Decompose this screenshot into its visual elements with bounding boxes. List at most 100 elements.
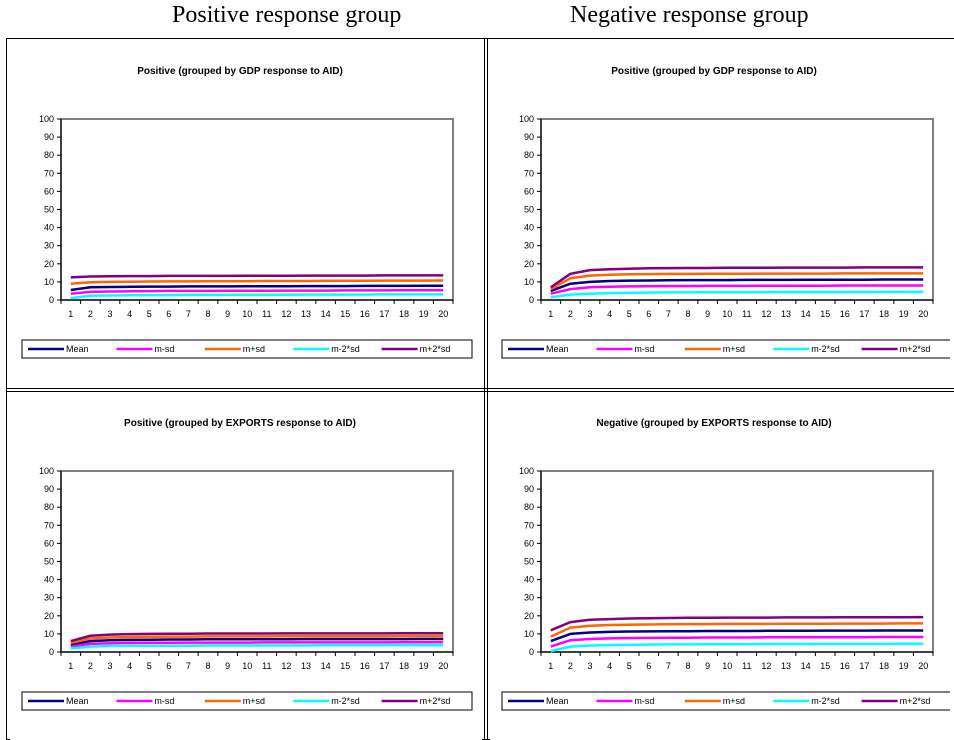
y-tick-label: 50 <box>524 557 534 567</box>
legend-label-mplussd: m+sd <box>723 344 745 354</box>
x-tick-label: 9 <box>225 309 230 319</box>
legend-label-m-sd: m-sd <box>634 696 654 706</box>
y-tick-label: 60 <box>44 538 54 548</box>
y-tick-label: 90 <box>524 132 534 142</box>
y-tick-label: 90 <box>524 484 534 494</box>
series-line-mplussd <box>550 622 924 638</box>
y-tick-label: 10 <box>524 629 534 639</box>
series-line-mplussd <box>70 279 444 285</box>
legend-label-mplussd: m+sd <box>243 696 265 706</box>
column-heading-negative: Negative response group <box>570 2 809 28</box>
x-tick-label: 19 <box>419 309 429 319</box>
legend-box <box>501 691 950 711</box>
legend-label-mean: Mean <box>66 696 89 706</box>
x-tick-label: 1 <box>68 661 73 671</box>
y-tick-label: 60 <box>524 186 534 196</box>
y-tick-label: 0 <box>49 647 54 657</box>
chart-panel-gdp-positive: Positive (grouped by GDP response to AID… <box>10 42 482 388</box>
x-tick-label: 6 <box>646 661 651 671</box>
y-tick-label: 20 <box>44 611 54 621</box>
y-tick-label: 100 <box>39 114 54 124</box>
y-tick-label: 50 <box>44 557 54 567</box>
x-tick-label: 1 <box>548 661 553 671</box>
y-tick-label: 0 <box>49 295 54 305</box>
x-tick-label: 7 <box>666 309 671 319</box>
legend-label-m-2xsd: m-2*sd <box>811 696 840 706</box>
chart-title: Positive (grouped by EXPORTS response to… <box>124 418 356 429</box>
series-line-mplussd <box>550 272 924 291</box>
series-line-mean <box>70 637 444 647</box>
x-tick-label: 9 <box>705 309 710 319</box>
x-tick-label: 8 <box>205 309 210 319</box>
x-tick-label: 17 <box>859 661 869 671</box>
series-line-mplus2xsd <box>550 266 924 289</box>
y-tick-label: 10 <box>44 629 54 639</box>
y-tick-label: 30 <box>44 593 54 603</box>
series-line-m-sd <box>550 284 924 295</box>
legend-label-mean: Mean <box>546 344 569 354</box>
x-tick-label: 17 <box>859 309 869 319</box>
x-tick-label: 18 <box>879 309 889 319</box>
series-line-m-2xsd <box>550 642 924 653</box>
x-tick-label: 16 <box>840 661 850 671</box>
series-line-mean <box>550 629 924 643</box>
chart-gdp-negative: Positive (grouped by GDP response to AID… <box>501 66 950 359</box>
y-tick-label: 80 <box>44 150 54 160</box>
legend-label-mean: Mean <box>546 696 569 706</box>
y-tick-label: 30 <box>524 241 534 251</box>
frame-center-line-b <box>487 38 488 740</box>
y-tick-label: 70 <box>44 168 54 178</box>
frame-top-line <box>6 38 954 39</box>
legend-box <box>21 691 473 711</box>
series-line-m-sd <box>550 635 924 648</box>
y-tick-label: 80 <box>44 502 54 512</box>
x-tick-label: 2 <box>88 309 93 319</box>
y-tick-label: 20 <box>524 611 534 621</box>
x-tick-label: 6 <box>646 309 651 319</box>
x-tick-label: 6 <box>166 309 171 319</box>
legend-label-m-2xsd: m-2*sd <box>331 696 360 706</box>
series-line-m-sd <box>70 640 444 648</box>
x-tick-label: 13 <box>781 309 791 319</box>
y-tick-label: 60 <box>524 538 534 548</box>
y-tick-label: 40 <box>524 223 534 233</box>
legend-label-mplussd: m+sd <box>243 344 265 354</box>
x-tick-label: 19 <box>419 661 429 671</box>
plot-area-border <box>60 118 454 301</box>
x-tick-label: 8 <box>205 661 210 671</box>
x-tick-label: 5 <box>627 309 632 319</box>
y-tick-label: 30 <box>44 241 54 251</box>
x-tick-label: 5 <box>627 661 632 671</box>
chart-panel-exports-positive: Positive (grouped by EXPORTS response to… <box>10 394 482 740</box>
x-tick-label: 6 <box>166 661 171 671</box>
x-tick-label: 3 <box>587 661 592 671</box>
x-tick-label: 13 <box>301 309 311 319</box>
x-tick-label: 20 <box>438 309 448 319</box>
y-tick-label: 80 <box>524 502 534 512</box>
x-tick-label: 15 <box>340 309 350 319</box>
x-tick-label: 2 <box>88 661 93 671</box>
frame-middle-line-a <box>6 388 954 389</box>
chart-exports-negative: Negative (grouped by EXPORTS response to… <box>501 418 950 711</box>
plot-area-border <box>60 470 454 653</box>
x-tick-label: 4 <box>607 309 612 319</box>
legend-label-mean: Mean <box>66 344 89 354</box>
legend-label-mplus2xsd: m+2*sd <box>420 696 451 706</box>
y-tick-label: 90 <box>44 132 54 142</box>
y-tick-label: 50 <box>524 205 534 215</box>
x-tick-label: 11 <box>262 661 271 671</box>
y-tick-label: 40 <box>524 575 534 585</box>
x-tick-label: 10 <box>242 661 252 671</box>
y-tick-label: 70 <box>44 520 54 530</box>
series-line-mplus2xsd <box>550 615 924 632</box>
x-tick-label: 15 <box>820 309 830 319</box>
series-line-mplus2xsd <box>70 274 444 279</box>
y-tick-label: 30 <box>524 593 534 603</box>
x-tick-label: 9 <box>705 661 710 671</box>
x-tick-label: 4 <box>127 661 132 671</box>
x-tick-label: 12 <box>761 661 771 671</box>
x-tick-label: 20 <box>438 661 448 671</box>
legend-label-mplus2xsd: m+2*sd <box>900 696 931 706</box>
series-line-mplussd <box>70 634 444 645</box>
x-tick-label: 14 <box>321 661 331 671</box>
